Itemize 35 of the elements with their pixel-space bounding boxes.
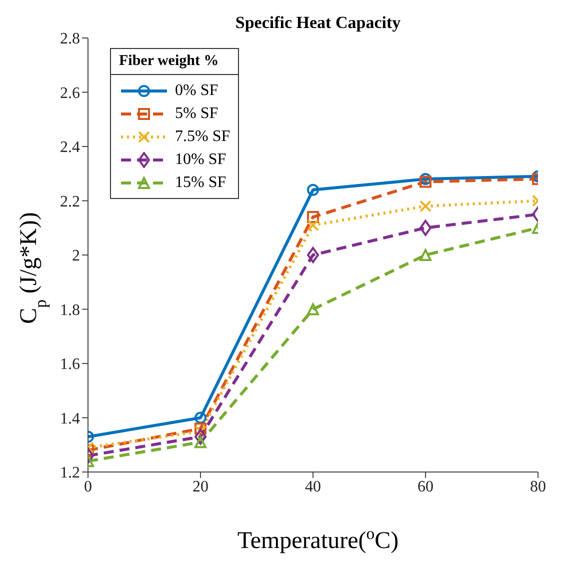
x-tick-label: 60: [418, 478, 434, 496]
y-tick-label: 1.2: [60, 464, 80, 482]
point: [420, 200, 432, 212]
y-tick-label: 2.6: [60, 84, 80, 102]
point: [307, 303, 319, 316]
legend-label: 15% SF: [175, 174, 226, 192]
point: [194, 412, 206, 424]
point: [420, 176, 432, 188]
y-tick-label: 2.8: [60, 30, 80, 48]
legend-label: 10% SF: [175, 150, 226, 168]
y-tick-label: 2: [72, 248, 80, 265]
x-tick-label: 20: [192, 478, 208, 496]
point: [307, 219, 319, 232]
y-tick-label: 2.2: [60, 193, 80, 210]
point: [307, 211, 319, 224]
point: [307, 184, 319, 196]
chart-title: Specific Heat Capacity: [235, 13, 402, 32]
point: [194, 422, 206, 435]
point: [420, 220, 432, 236]
y-tick-label: 1.6: [60, 356, 80, 374]
point: [420, 173, 432, 186]
x-tick-label: 0: [84, 478, 92, 496]
x-tick-label: 40: [305, 478, 321, 496]
x-axis-title: Temperature($^{o}$C): [237, 524, 399, 554]
x-tick-label: 80: [530, 478, 546, 496]
legend-title: Fiber weight %: [111, 53, 238, 75]
y-tick-label: 1.8: [60, 302, 80, 319]
y-tick-label: 1.4: [60, 410, 80, 428]
point: [420, 249, 432, 261]
legend-label: 7.5% SF: [175, 128, 230, 146]
y-tick-label: 2.4: [60, 139, 80, 156]
point: [194, 428, 206, 445]
point: [307, 247, 319, 263]
legend-label: 0% SF: [175, 82, 218, 100]
legend-label: 5% SF: [175, 104, 218, 122]
